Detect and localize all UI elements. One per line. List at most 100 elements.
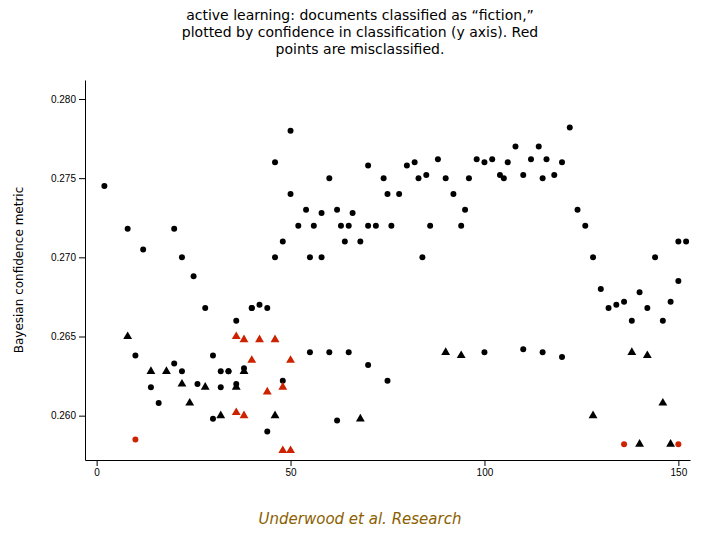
point [457,350,466,358]
series [101,125,689,435]
y-tick-label: 0.265 [51,331,76,342]
point [621,299,627,305]
y-tick: 0.270 [51,252,85,263]
point [319,210,325,216]
y-tick-mark [79,99,85,100]
point [326,175,332,181]
point [466,175,472,181]
point [683,239,689,245]
plot-area: 0501001500.2600.2650.2700.2750.280Bayesi… [12,81,691,479]
point [536,144,542,150]
point [240,335,249,343]
series [132,436,681,447]
point [140,246,146,252]
point [233,318,239,324]
point [567,125,573,131]
point [621,441,627,447]
point [249,305,255,311]
y-tick: 0.265 [51,331,85,342]
x-tick-mark [678,460,679,466]
point [179,368,185,374]
point [216,411,225,419]
point [643,350,652,358]
point [271,335,280,343]
point [132,436,138,442]
series [123,331,675,446]
point [295,223,301,229]
point [365,223,371,229]
y-tick-label: 0.260 [51,410,76,421]
point [528,156,534,162]
y-tick-mark [79,178,85,179]
y-axis-title: Bayesian confidence metric [12,187,26,354]
point [540,349,546,355]
point [450,191,456,197]
point [658,398,667,406]
point [226,368,232,374]
point [232,407,241,415]
point [278,445,287,453]
point [146,366,155,374]
point [365,362,371,368]
point [416,175,422,181]
point [635,439,644,447]
y-tick-mark [79,416,85,417]
point [201,382,210,390]
point [240,411,249,419]
point [255,335,264,343]
point [458,223,464,229]
point [326,349,332,355]
point [191,273,197,279]
chart: active learning: documents classified as… [0,0,720,540]
point [247,355,256,363]
point [385,191,391,197]
point [342,239,348,245]
point [178,379,187,387]
point [271,411,280,419]
point [481,159,487,165]
point [373,223,379,229]
point [240,366,249,374]
point [307,349,313,355]
point [123,331,132,339]
point [218,384,224,390]
point [132,353,138,359]
point [338,223,344,229]
point [675,278,681,284]
point [540,175,546,181]
point [575,207,581,213]
point [357,239,363,245]
point [559,159,565,165]
x-tick-mark [97,460,98,466]
point [272,159,278,165]
point [286,445,295,453]
x-tick: 150 [671,460,688,478]
point [423,172,429,178]
point [551,172,557,178]
point [668,299,674,305]
point [462,207,468,213]
point [474,156,480,162]
point [194,381,200,387]
point [559,354,565,360]
point [272,254,278,260]
point [644,305,650,311]
point [520,346,526,352]
x-tick-mark [291,460,292,466]
y-axis: 0.260 0.265 0.270 0.275 0.280 [51,81,86,461]
x-tick: 50 [285,460,297,478]
y-tick-label: 0.275 [51,173,76,184]
point [505,159,511,165]
point [264,429,270,435]
point [350,210,356,216]
point [666,439,675,447]
y-tick-label: 0.280 [51,94,76,105]
point [598,286,604,292]
point [218,368,224,374]
point [156,400,162,406]
point [520,172,526,178]
point [286,355,295,363]
point [226,368,232,374]
y-tick-mark [79,257,85,258]
point [171,360,177,366]
